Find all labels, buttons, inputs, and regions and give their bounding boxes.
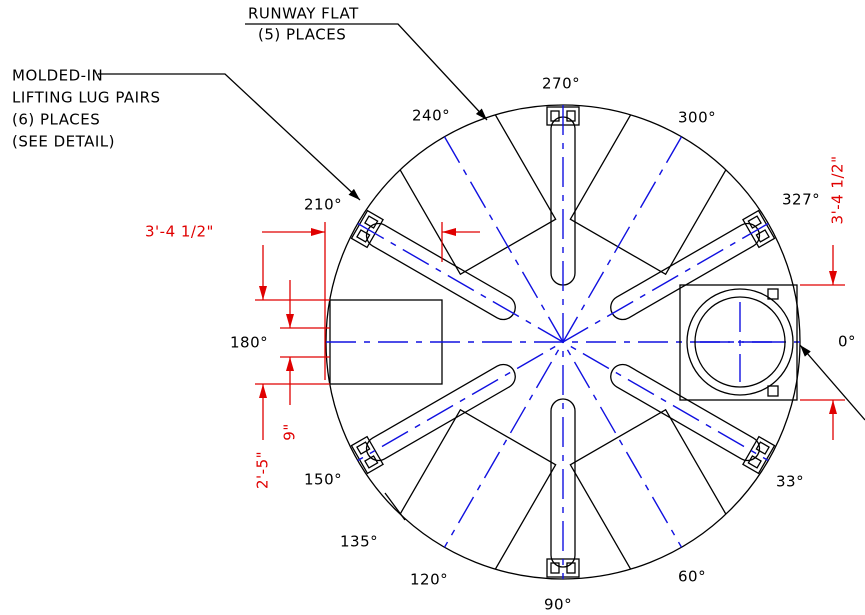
angle-label: 135° xyxy=(340,533,378,551)
lug-part xyxy=(364,215,379,229)
leader-text: MOLDED-IN xyxy=(12,67,103,85)
manway xyxy=(679,284,798,401)
leader-text: RUNWAY FLAT xyxy=(248,5,359,23)
dimensions: 3'-4 1/2" 3'-4 1/2" 9" 2'-5" xyxy=(145,156,847,489)
leader-text: (SEE DETAIL) xyxy=(12,133,115,151)
angle-label: 120° xyxy=(410,571,448,589)
angle-label: 150° xyxy=(304,471,342,489)
leader-text: (6) PLACES xyxy=(12,111,100,129)
arm-slot xyxy=(550,398,576,568)
lug-part xyxy=(747,215,762,229)
dimension-text: 2'-5" xyxy=(254,451,272,489)
lug-part xyxy=(755,441,770,455)
leader-text: (5) PLACES xyxy=(258,26,346,44)
lug-part xyxy=(566,110,576,122)
angle-label: 210° xyxy=(304,196,342,214)
lug-part xyxy=(747,455,762,469)
angle-label: 60° xyxy=(678,568,706,586)
lug xyxy=(742,435,776,475)
arm-slot xyxy=(365,363,516,462)
dimension-text: 3'-4 1/2" xyxy=(145,223,214,241)
leaders: RUNWAY FLAT (5) PLACES MOLDED-IN LIFTING… xyxy=(12,5,865,421)
lug-part xyxy=(356,229,371,243)
angle-label: 240° xyxy=(412,107,450,125)
angle-label: 270° xyxy=(542,75,580,93)
lug-part xyxy=(550,562,560,574)
angle-label: 300° xyxy=(678,109,716,127)
angle-label: 327° xyxy=(782,191,820,209)
dimension-text: 3'-4 1/2" xyxy=(829,156,847,225)
lug-part xyxy=(566,562,576,574)
angle-label: 180° xyxy=(230,334,268,352)
tank-plan xyxy=(325,104,801,580)
angle-labels: 270° 240° 300° 210° 327° 180° 0° 150° 33… xyxy=(230,75,856,614)
lug-part xyxy=(364,455,379,469)
angle-label: 33° xyxy=(776,473,804,491)
angle-label: 90° xyxy=(544,596,572,614)
lug-part xyxy=(550,110,560,122)
lug-part xyxy=(356,441,371,455)
centerlines xyxy=(326,105,800,579)
arm-slot xyxy=(610,363,761,462)
lug-part xyxy=(755,229,770,243)
dimension-text: 9" xyxy=(281,423,299,440)
lug xyxy=(350,435,384,475)
flat-135 xyxy=(384,492,406,521)
leader-text: LIFTING LUG PAIRS xyxy=(12,89,161,107)
angle-label: 0° xyxy=(838,333,856,351)
